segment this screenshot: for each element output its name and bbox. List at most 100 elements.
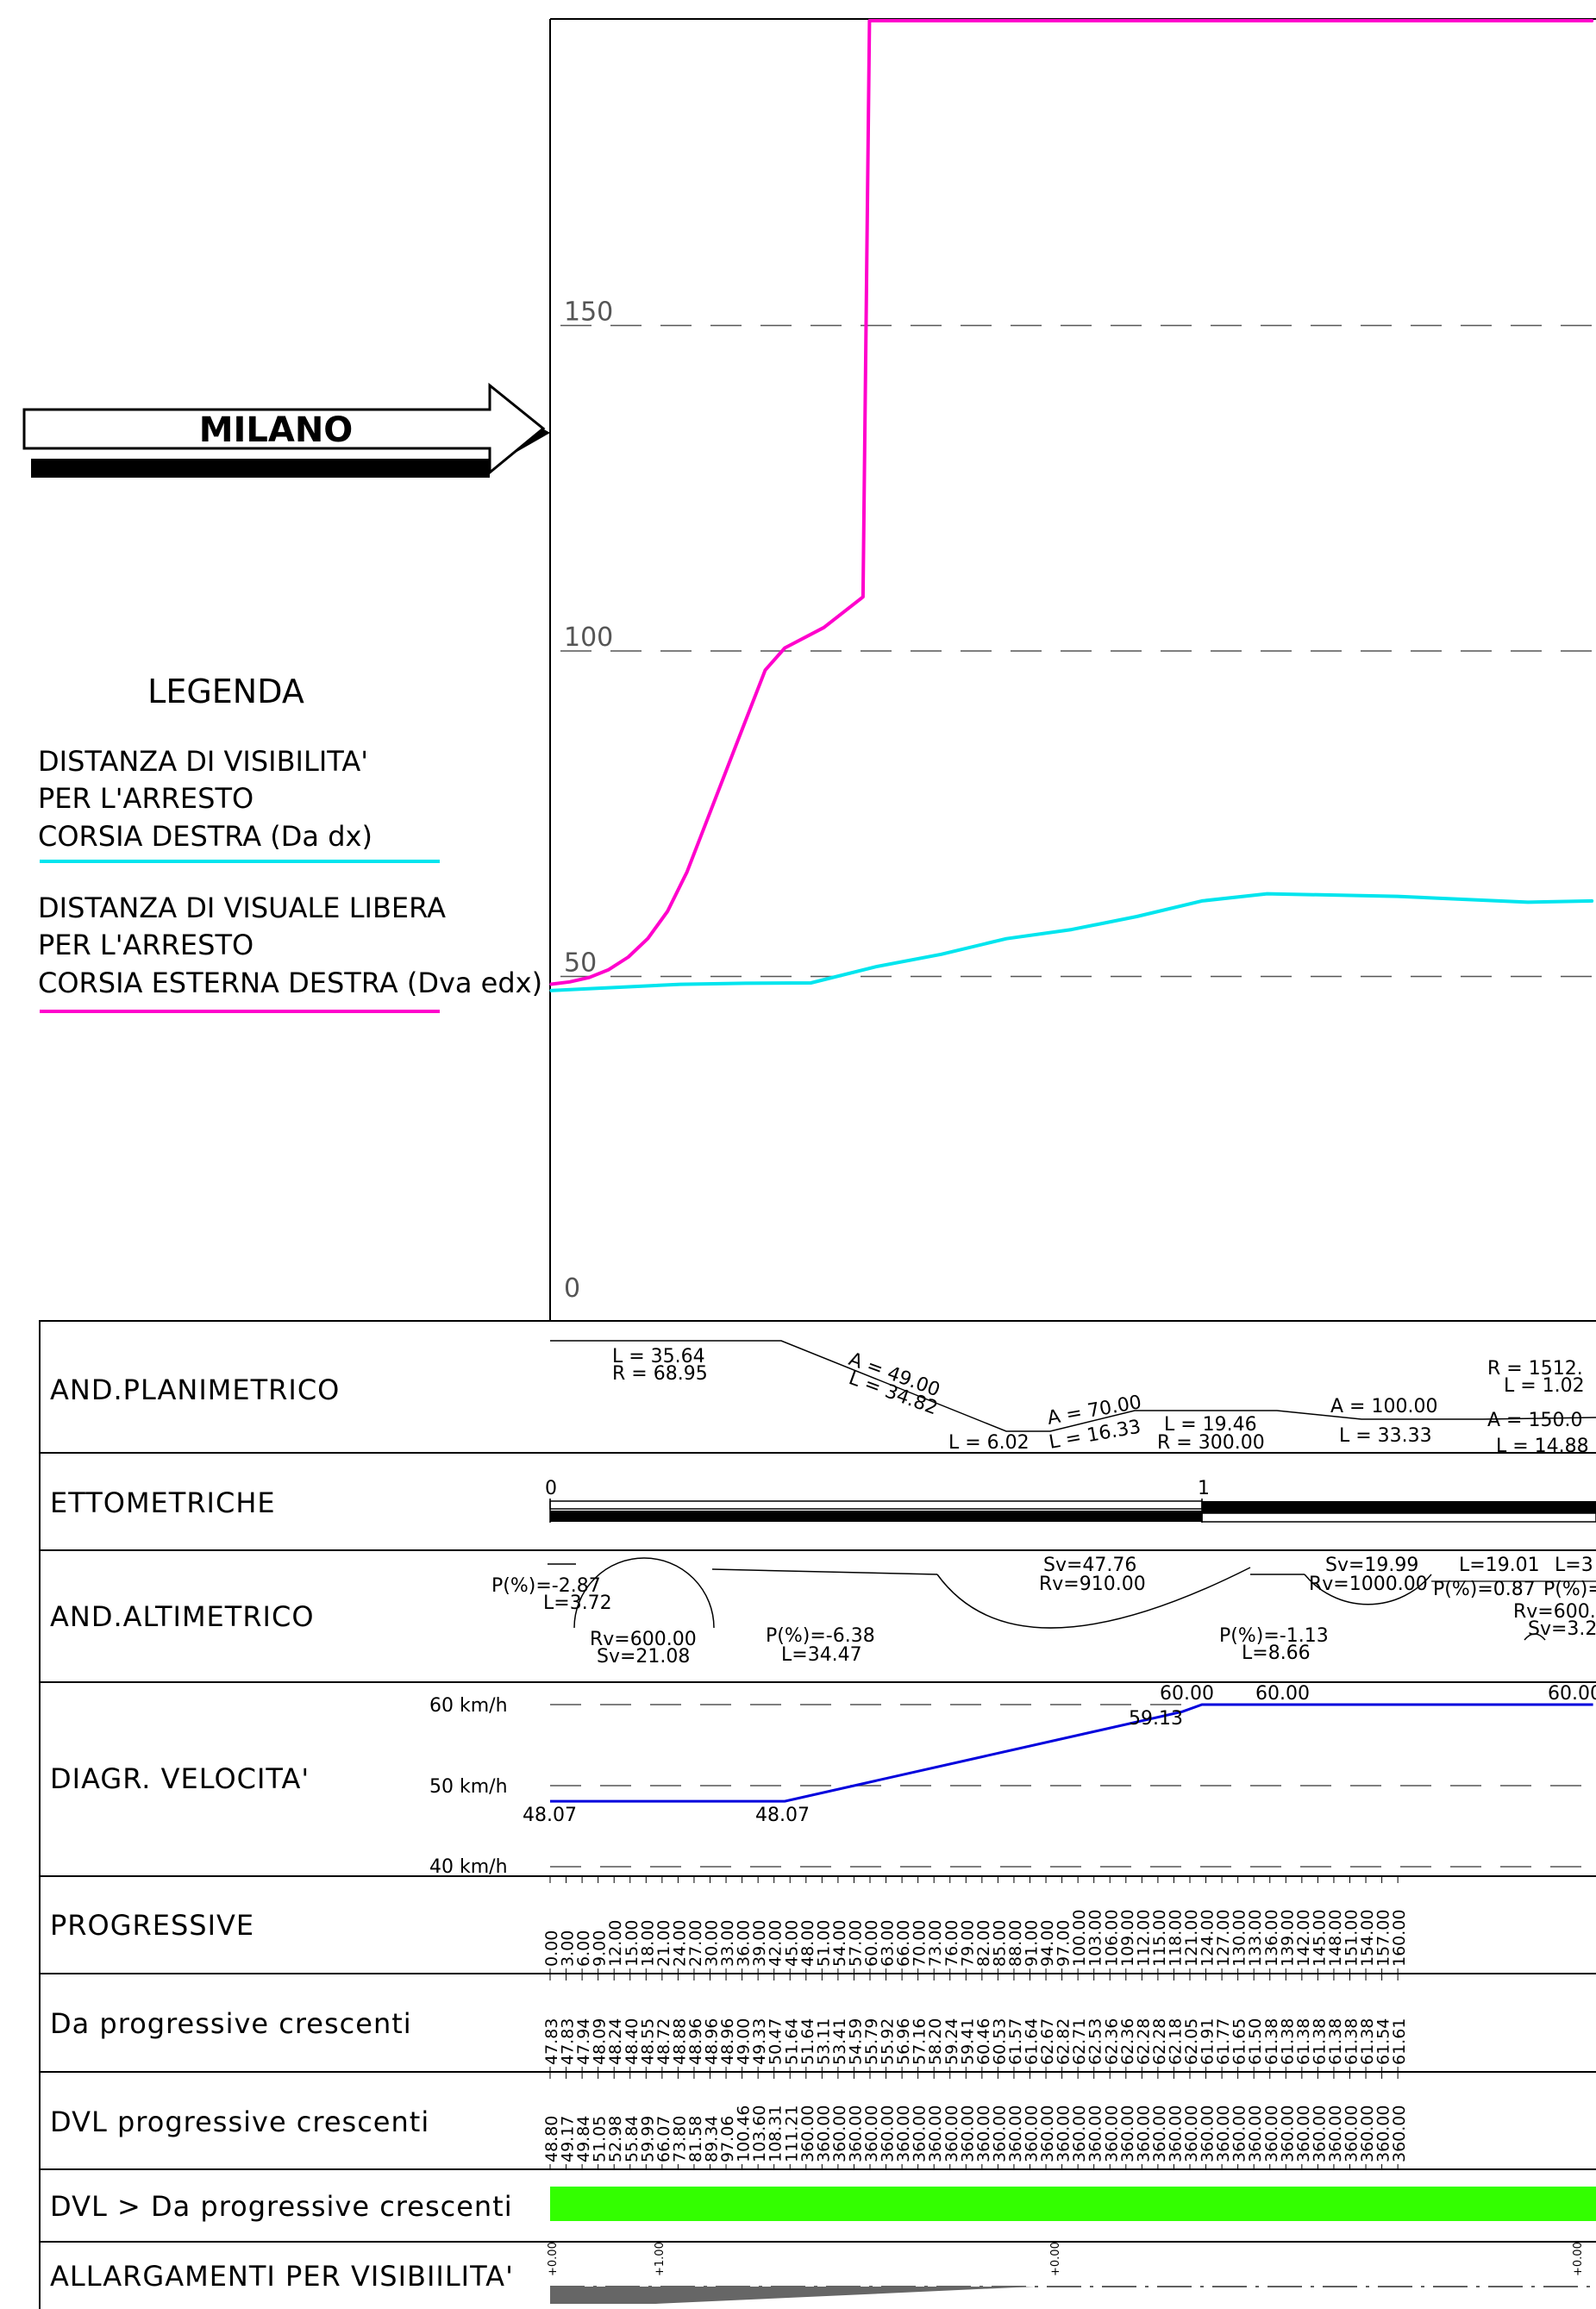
progressive-value: 142.00 bbox=[1294, 1910, 1313, 1967]
dvl-value: 51.05 bbox=[591, 2116, 610, 2162]
ettometriche-bar: 0 1 bbox=[545, 1478, 1596, 1523]
dvl-value: 360.00 bbox=[830, 2106, 849, 2162]
series-point-dvl bbox=[647, 937, 649, 940]
row-label-ettometriche: ETTOMETRICHE bbox=[50, 1486, 276, 1519]
series-point-da bbox=[1005, 937, 1007, 940]
progressive-value: 51.00 bbox=[814, 1920, 833, 1967]
progressive-value: 54.00 bbox=[830, 1920, 849, 1967]
series-point-da bbox=[810, 982, 812, 984]
y-tick-0: 0 bbox=[564, 1273, 580, 1304]
direction-label: MILANO bbox=[199, 410, 354, 450]
progressive-value: 21.00 bbox=[654, 1920, 673, 1967]
dvl-value: 360.00 bbox=[798, 2106, 817, 2162]
dvl-value: 360.00 bbox=[1294, 2106, 1313, 2162]
legend-item1-line1: DISTANZA DI VISIBILITA' bbox=[38, 745, 368, 778]
series-point-dvl bbox=[745, 719, 747, 722]
series-point-da bbox=[1136, 916, 1138, 917]
progressive-value: 88.00 bbox=[1006, 1920, 1025, 1967]
profile-table-frame bbox=[39, 1320, 1596, 2309]
dvl-value: 89.34 bbox=[703, 2116, 722, 2162]
progressive-value: 73.00 bbox=[926, 1920, 945, 1967]
speed-label-3: 60.00 bbox=[1160, 1683, 1214, 1705]
dvl-value: 360.00 bbox=[1006, 2106, 1025, 2162]
row-label-velocita: DIAGR. VELOCITA' bbox=[50, 1762, 310, 1795]
series-point-da bbox=[549, 990, 551, 992]
da-value: 61.38 bbox=[1358, 2018, 1377, 2065]
dvl-value: 360.00 bbox=[1230, 2106, 1249, 2162]
dvl-value: 360.00 bbox=[1070, 2106, 1089, 2162]
dvl-value: 49.84 bbox=[574, 2116, 593, 2162]
dvl-values: 48.8049.1749.8451.0552.9855.8459.9966.07… bbox=[542, 2072, 1409, 2169]
plan-ann-8b: L = 14.88 bbox=[1496, 1436, 1589, 1457]
dvl-value: 108.31 bbox=[767, 2106, 785, 2162]
ettometrica-mark-0: 0 bbox=[545, 1478, 557, 1499]
dvl-value: 360.00 bbox=[1118, 2106, 1137, 2162]
da-value: 61.38 bbox=[1294, 2018, 1313, 2065]
da-value: 48.96 bbox=[703, 2018, 722, 2065]
dvl-value: 360.00 bbox=[911, 2106, 929, 2162]
dvl-value: 360.00 bbox=[894, 2106, 913, 2162]
dvl-value: 360.00 bbox=[974, 2106, 993, 2162]
da-value: 56.96 bbox=[894, 2018, 913, 2065]
dvl-value: 360.00 bbox=[1326, 2106, 1345, 2162]
speed-label-5: 60.00 bbox=[1255, 1683, 1310, 1705]
series-point-dvl bbox=[686, 871, 688, 873]
series-point-da bbox=[745, 982, 747, 985]
series-point-da bbox=[679, 983, 681, 986]
dvl-value: 360.00 bbox=[879, 2106, 898, 2162]
da-value: 62.28 bbox=[1150, 2018, 1169, 2065]
series-point-dvl bbox=[868, 20, 871, 22]
da-value: 48.96 bbox=[718, 2018, 737, 2065]
speed-polyline bbox=[550, 1703, 1593, 1803]
dvl-value: 360.00 bbox=[814, 2106, 833, 2162]
da-value: 59.24 bbox=[942, 2018, 961, 2065]
progressive-value: 130.00 bbox=[1230, 1910, 1249, 1967]
progressive-value: 127.00 bbox=[1214, 1910, 1233, 1967]
da-value: 48.88 bbox=[670, 2018, 689, 2065]
progressive-value: 160.00 bbox=[1390, 1910, 1409, 1967]
plan-ann-1b: R = 68.95 bbox=[612, 1363, 708, 1385]
plan-ann-1a: L = 35.64 bbox=[612, 1346, 705, 1367]
da-value: 53.11 bbox=[814, 2018, 833, 2065]
progressive-value: 109.00 bbox=[1118, 1910, 1137, 1967]
alt-ann-3a: P(%)=-6.38 bbox=[766, 1625, 875, 1647]
alt-ann-3b: L=34.47 bbox=[781, 1644, 862, 1666]
dvl-value: 360.00 bbox=[1390, 2106, 1409, 2162]
row-label-allargamenti: ALLARGAMENTI PER VISIBIILITA' bbox=[50, 2260, 514, 2293]
alt-ann-1a: P(%)=-2.87 bbox=[491, 1575, 601, 1597]
row-label-dvl: DVL progressive crescenti bbox=[50, 2106, 429, 2138]
progressive-value: 136.00 bbox=[1262, 1910, 1281, 1967]
da-value: 62.05 bbox=[1182, 2018, 1201, 2065]
speed-scale-40: 40 km/h bbox=[429, 1856, 508, 1878]
speed-label-2: 48.07 bbox=[755, 1805, 810, 1826]
legend-item2-line3: CORSIA ESTERNA DESTRA (Dva edx) bbox=[38, 967, 542, 999]
da-value: 61.38 bbox=[1278, 2018, 1297, 2065]
speed-label-6: 60.00 bbox=[1548, 1683, 1596, 1705]
series-point-dvl bbox=[823, 627, 825, 629]
plan-ann-6b: L = 33.33 bbox=[1339, 1425, 1432, 1447]
da-value: 47.94 bbox=[574, 2018, 593, 2065]
dvl-value: 360.00 bbox=[1310, 2106, 1329, 2162]
progressive-value: 18.00 bbox=[638, 1920, 657, 1967]
progressive-value: 133.00 bbox=[1246, 1910, 1265, 1967]
da-value: 61.38 bbox=[1262, 2018, 1281, 2065]
dvl-value: 55.84 bbox=[623, 2116, 642, 2162]
progressive-value: 148.00 bbox=[1326, 1910, 1345, 1967]
series-point-da bbox=[1527, 901, 1529, 904]
alt-ann-6a: Sv=19.99 bbox=[1325, 1555, 1418, 1576]
da-value: 61.38 bbox=[1310, 2018, 1329, 2065]
progressive-value: 76.00 bbox=[942, 1920, 961, 1967]
alt-ann-8a: L=3 bbox=[1555, 1555, 1593, 1576]
da-value: 47.83 bbox=[542, 2018, 561, 2065]
plan-ann-7a: R = 1512. bbox=[1487, 1358, 1583, 1380]
series-point-da bbox=[1201, 900, 1203, 902]
series-point-da bbox=[1266, 892, 1268, 895]
da-value: 59.41 bbox=[958, 2018, 977, 2065]
progressive-value: 60.00 bbox=[862, 1920, 881, 1967]
alt-ann-1b: L=3.72 bbox=[543, 1593, 612, 1614]
progressive-value: 139.00 bbox=[1278, 1910, 1297, 1967]
series-line-dvl bbox=[549, 19, 1593, 986]
series-point-dvl bbox=[568, 981, 571, 983]
series-point-dvl bbox=[667, 910, 668, 912]
